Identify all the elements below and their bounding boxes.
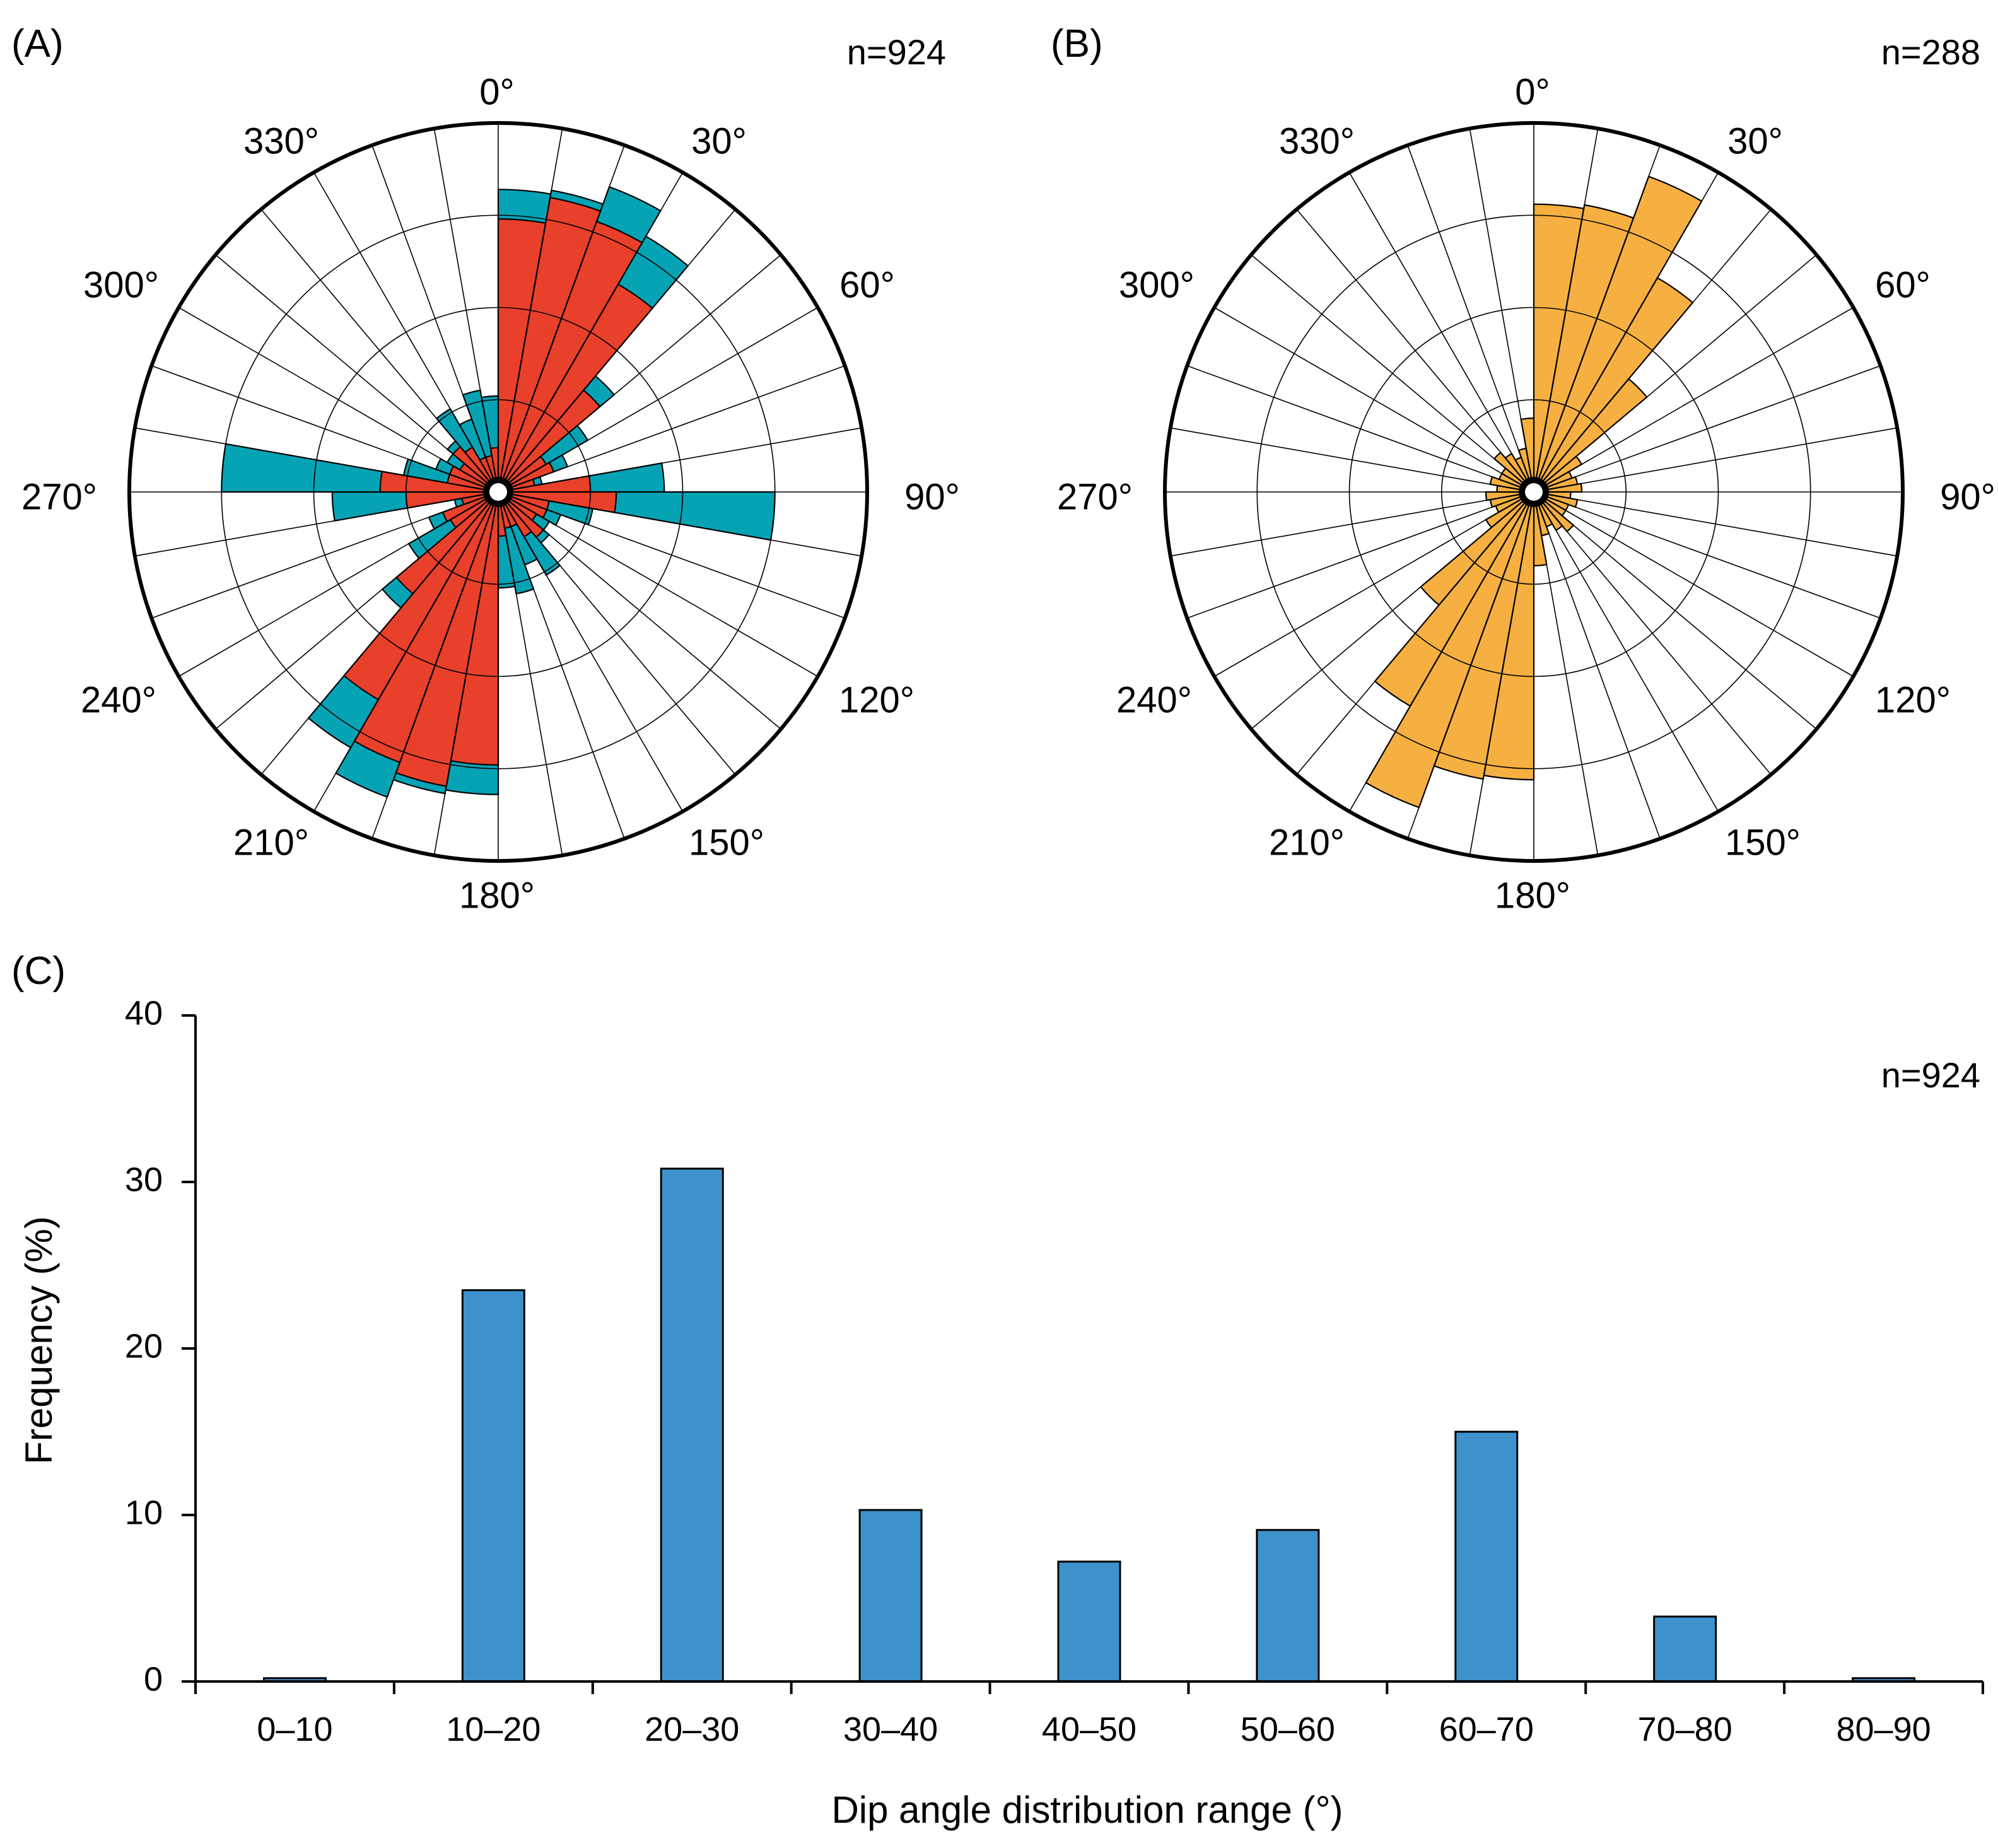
- rose-b-center-hole: [1525, 483, 1543, 501]
- y-tick-label-20: 20: [125, 1327, 163, 1365]
- x-tick-label-40–50: 40–50: [1042, 1711, 1136, 1748]
- rose-b-label-240: 240°: [1116, 679, 1192, 720]
- bar-20–30: [660, 1167, 724, 1683]
- bar-70–80: [1653, 1615, 1717, 1683]
- x-tick-label-60–70: 60–70: [1439, 1711, 1534, 1748]
- rose-a-grid-circle-1: [405, 399, 592, 585]
- sample-count-c: n=924: [1881, 1055, 1980, 1095]
- bar-50–60: [1256, 1529, 1320, 1683]
- rose-b-label-90: 90°: [1940, 476, 1995, 517]
- bar-60–70: [1454, 1430, 1519, 1683]
- x-axis-title: Dip angle distribution range (°): [831, 1789, 1343, 1831]
- rose-a-label-240: 240°: [81, 679, 156, 720]
- rose-a-label-150: 150°: [689, 822, 764, 863]
- rose-diagram-b: (B) n=288 0° 30° 60° 90° 120° 150° 180° 210° 240…: [1051, 22, 1995, 916]
- rose-a-label-120: 120°: [839, 679, 914, 720]
- rose-a-outer-circle: [127, 121, 869, 863]
- rose-a-label-270: 270°: [21, 476, 97, 517]
- rose-a-label-60: 60°: [839, 264, 895, 305]
- y-tick-label-0: 0: [144, 1660, 163, 1698]
- rose-a-center-hole: [489, 483, 507, 501]
- bar-30–40: [858, 1509, 923, 1683]
- bar-chart-c: (C) n=924 0 10 20 30 40 0–10 10–20 20–30 30–40 40…: [11, 949, 1984, 1831]
- rose-a-label-90: 90°: [904, 476, 960, 517]
- rose-a-direction-labels: 0° 30° 60° 90° 120° 150° 180° 210° 240° 270° 300° 3…: [21, 71, 960, 916]
- x-tick-label-0–10: 0–10: [257, 1711, 332, 1748]
- panel-label-c: (C): [11, 949, 66, 993]
- panel-label-b: (B): [1051, 22, 1103, 66]
- rose-a-label-300: 300°: [83, 264, 159, 305]
- rose-a-label-210: 210°: [233, 822, 309, 863]
- rose-a-label-330: 330°: [243, 120, 319, 161]
- y-axis-title: Frequency (%): [18, 1216, 60, 1464]
- x-tick-label-30–40: 30–40: [843, 1711, 938, 1748]
- rose-a-label-30: 30°: [691, 120, 747, 161]
- rose-a-grid-circle-2: [313, 307, 684, 677]
- rose-b-label-270: 270°: [1057, 476, 1133, 517]
- rose-b-label-150: 150°: [1725, 822, 1801, 863]
- rose-b-label-330: 330°: [1279, 120, 1355, 161]
- y-tick-label-30: 30: [125, 1161, 163, 1198]
- sample-count-b: n=288: [1881, 32, 1980, 72]
- bar-chart-axes: 0 10 20 30 40 0–10 10–20 20–30 30–40 40–50 50–60 60…: [125, 994, 1984, 1748]
- bar-10–20: [461, 1289, 525, 1683]
- rose-b-label-180: 180°: [1495, 875, 1570, 916]
- rose-b-grid-circle-3: [1256, 214, 1811, 769]
- rose-b-label-0: 0°: [1515, 71, 1550, 112]
- rose-a-grid-circle-3: [221, 214, 776, 769]
- rose-a-label-0: 0°: [479, 71, 514, 112]
- x-tick-label-80–90: 80–90: [1836, 1711, 1931, 1748]
- rose-b-label-60: 60°: [1875, 264, 1931, 305]
- x-tick-label-20–30: 20–30: [645, 1711, 739, 1748]
- x-tick-label-10–20: 10–20: [446, 1711, 540, 1748]
- rose-b-direction-labels: 0° 30° 60° 90° 120° 150° 180° 210° 240° 270° 300° 3…: [1057, 71, 1995, 916]
- sample-count-a: n=924: [847, 32, 946, 72]
- x-tick-label-50–60: 50–60: [1241, 1711, 1335, 1748]
- rose-diagram-a: (A) n=924 0° 30° 60° 90° 120° 150° 180° 210° 240…: [11, 22, 960, 916]
- rose-b-label-210: 210°: [1269, 822, 1345, 863]
- rose-b-outer-circle: [1163, 121, 1905, 863]
- bar-40–50: [1057, 1560, 1121, 1683]
- rose-b-label-120: 120°: [1875, 679, 1951, 720]
- rose-b-grid: [1163, 121, 1905, 863]
- x-tick-label-70–80: 70–80: [1638, 1711, 1732, 1748]
- rose-b-label-30: 30°: [1727, 120, 1783, 161]
- y-tick-label-40: 40: [125, 994, 163, 1032]
- rose-a-label-180: 180°: [459, 875, 535, 916]
- rose-b-grid-circle-2: [1348, 307, 1719, 677]
- rose-b-label-300: 300°: [1119, 264, 1195, 305]
- panel-label-a: (A): [11, 22, 64, 66]
- rose-a-grid: [127, 121, 869, 863]
- y-tick-label-10: 10: [125, 1494, 163, 1531]
- rose-b-grid-circle-1: [1440, 399, 1627, 585]
